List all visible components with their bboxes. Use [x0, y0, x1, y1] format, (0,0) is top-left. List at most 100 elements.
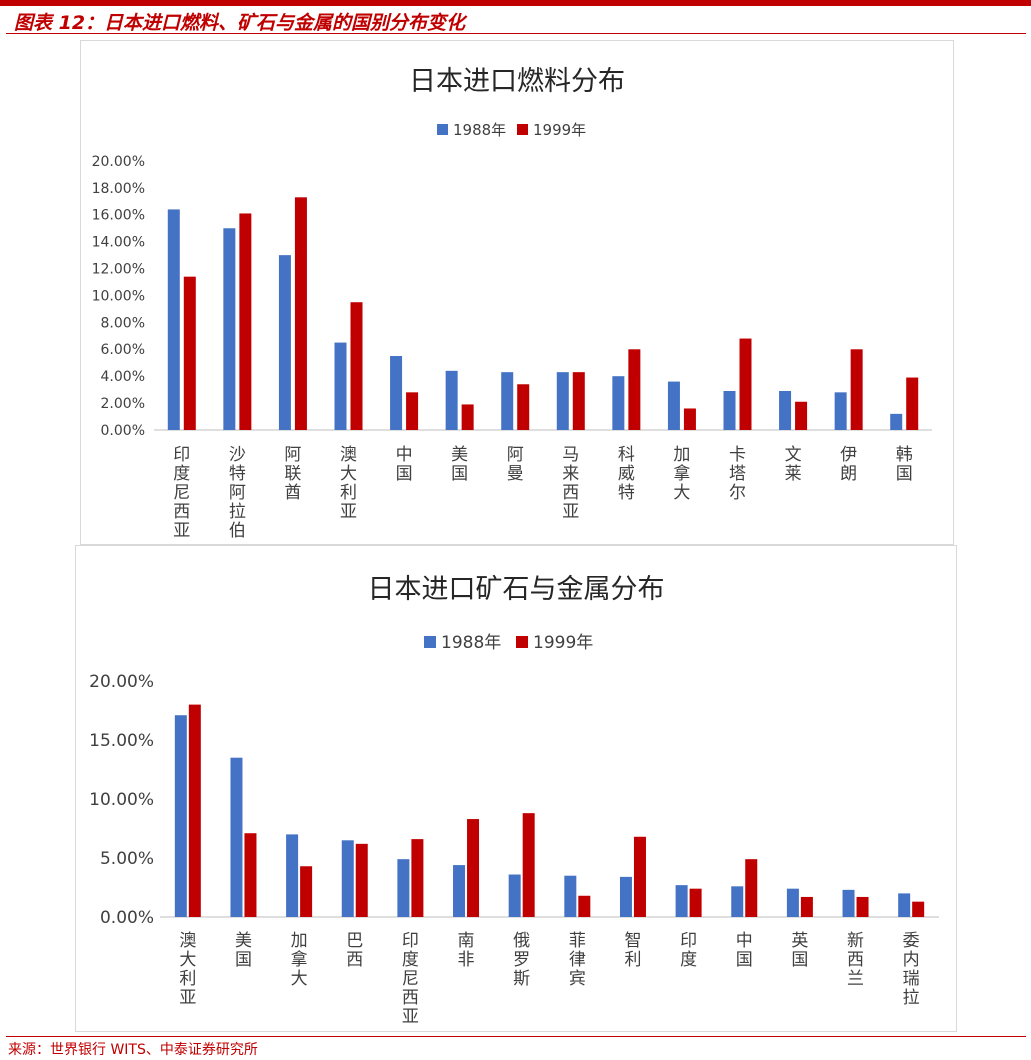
x-category-char: 中 [396, 445, 413, 465]
x-category-char: 内 [903, 950, 920, 970]
bar-1999 [300, 866, 313, 917]
x-category-char: 沙 [229, 445, 246, 465]
x-category-char: 智 [624, 931, 641, 951]
x-category-char: 来 [562, 464, 579, 484]
x-category-char: 亚 [340, 502, 357, 522]
bar-1988 [230, 757, 243, 917]
x-category-label: 印度 [680, 931, 697, 970]
x-category-label: 英国 [791, 931, 808, 970]
bar-1988 [501, 372, 514, 430]
x-category-char: 印 [173, 445, 190, 465]
x-category-char: 特 [229, 464, 246, 484]
bar-1999 [578, 895, 591, 917]
legend-swatch-1 [517, 124, 528, 135]
bar-1999 [906, 377, 919, 430]
bar-1988 [834, 392, 847, 430]
y-tick-label: 15.00% [89, 731, 154, 751]
x-category-label: 文莱 [785, 445, 802, 484]
x-category-label: 美国 [235, 931, 252, 970]
x-category-label: 美国 [451, 445, 468, 484]
x-category-label: 加拿大 [673, 445, 690, 503]
bar-1999 [239, 213, 252, 430]
y-tick-label: 0.00% [100, 908, 154, 928]
x-category-label: 科威特 [618, 445, 635, 503]
x-category-char: 美 [451, 445, 468, 465]
x-category-char: 联 [284, 464, 301, 484]
bar-1999 [795, 401, 808, 430]
y-tick-label: 16.00% [92, 208, 145, 224]
chart-title: 日本进口燃料分布 [409, 66, 625, 97]
x-category-char: 大 [291, 969, 308, 989]
x-category-char: 国 [451, 464, 468, 484]
bar-1999 [188, 704, 201, 917]
x-category-label: 印度尼西亚 [402, 931, 419, 1027]
fuel-chart-panel: 日本进口燃料分布 1988年 1999年 20.00% 18.00% 16.00% 14.0… [80, 40, 954, 545]
y-tick-label: 20.00% [89, 672, 154, 692]
legend-label-0: 1988年 [453, 121, 506, 139]
x-category-label: 南非 [458, 931, 475, 970]
x-category-char: 伯 [229, 521, 246, 541]
x-category-char: 澳 [179, 931, 196, 951]
bar-1988 [731, 886, 744, 917]
source-note: 来源：世界银行 WITS、中泰证券研究所 [8, 1042, 258, 1058]
x-category-char: 西 [346, 950, 363, 970]
bar-1988 [890, 413, 903, 430]
x-category-char: 西 [402, 988, 419, 1008]
header-bar [0, 0, 1031, 6]
x-category-char: 印 [680, 931, 697, 951]
x-category-char: 阿 [284, 445, 301, 465]
x-category-char: 委 [903, 931, 920, 951]
x-category-char: 酋 [284, 483, 301, 503]
y-tick-label: 0.00% [101, 423, 145, 439]
x-category-char: 韩 [896, 445, 913, 465]
x-category-char: 亚 [402, 1007, 419, 1027]
x-category-char: 曼 [507, 464, 524, 484]
x-category-char: 西 [847, 950, 864, 970]
bar-1988 [619, 876, 632, 917]
bar-1988 [508, 874, 521, 917]
x-category-char: 亚 [173, 521, 190, 541]
x-category-char: 中 [736, 931, 753, 951]
bar-1988 [675, 885, 688, 917]
bar-1988 [286, 834, 299, 917]
x-category-label: 阿曼 [507, 445, 524, 484]
x-category-char: 度 [173, 464, 190, 484]
x-category-char: 马 [562, 445, 579, 465]
bar-1999 [912, 901, 925, 917]
x-category-char: 国 [235, 950, 252, 970]
x-category-char: 俄 [513, 931, 530, 951]
y-tick-label: 12.00% [92, 262, 145, 278]
figure-title: 图表 12：日本进口燃料、矿石与金属的国别分布变化 [14, 12, 466, 34]
bar-1988 [453, 865, 466, 917]
x-category-char: 宾 [569, 969, 586, 989]
bar-1988 [174, 715, 187, 917]
chart-title: 日本进口矿石与金属分布 [368, 574, 665, 605]
x-category-char: 国 [791, 950, 808, 970]
y-tick-label: 6.00% [101, 342, 145, 358]
bar-1988 [397, 859, 410, 917]
legend-label-0: 1988年 [441, 633, 501, 653]
bar-1988 [667, 381, 680, 430]
bar-1988 [223, 228, 236, 430]
x-category-label: 新西兰 [847, 931, 864, 989]
x-category-char: 罗 [513, 950, 530, 970]
bar-1999 [745, 859, 758, 917]
x-category-char: 国 [736, 950, 753, 970]
bar-1999 [628, 349, 641, 430]
y-tick-label: 20.00% [92, 154, 145, 170]
bar-1999 [411, 839, 424, 917]
bar-1988 [334, 342, 347, 430]
bar-1988 [341, 840, 354, 917]
x-category-char: 文 [785, 445, 802, 465]
bar-1988 [278, 255, 291, 430]
x-category-char: 加 [291, 931, 308, 951]
bar-1999 [856, 896, 869, 917]
x-category-char: 塔 [729, 464, 746, 484]
legend-swatch-0 [424, 636, 436, 648]
x-category-char: 特 [618, 483, 635, 503]
x-category-label: 加拿大 [291, 931, 308, 989]
y-tick-label: 4.00% [101, 369, 145, 385]
x-category-char: 大 [340, 464, 357, 484]
ore-metal-chart-panel: 日本进口矿石与金属分布 1988年 1999年 20.00% 15.00% 10.00% 5… [75, 545, 957, 1032]
x-category-label: 澳大利亚 [179, 931, 196, 1008]
